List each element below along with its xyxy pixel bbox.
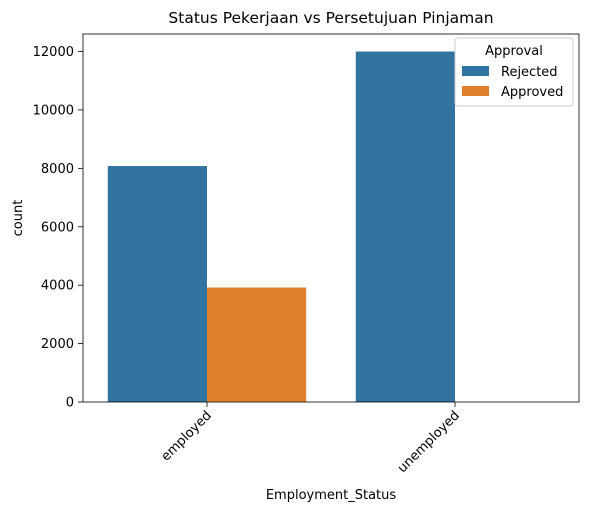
y-tick-label: 2000 <box>41 337 74 352</box>
bar-rejected-employed <box>108 166 207 402</box>
legend-swatch-rejected <box>462 66 489 76</box>
y-axis-label: count <box>11 200 26 237</box>
y-tick-label: 6000 <box>41 220 74 235</box>
y-tick-label: 8000 <box>41 162 74 177</box>
bars-group <box>108 52 455 402</box>
x-axis-label: Employment_Status <box>266 488 397 503</box>
y-axis: 0 2000 4000 6000 8000 10000 12000 <box>33 45 83 410</box>
y-tick-label: 0 <box>66 396 74 411</box>
x-tick-label-unemployed: unemployed <box>395 408 463 476</box>
y-tick-label: 10000 <box>33 103 74 118</box>
y-tick-label: 4000 <box>41 279 74 294</box>
legend-title: Approval <box>485 44 543 59</box>
x-tick-label-employed: employed <box>159 408 215 464</box>
legend-label-rejected: Rejected <box>501 65 558 80</box>
bar-approved-employed <box>207 288 306 402</box>
bar-rejected-unemployed <box>356 52 455 402</box>
legend: Approval Rejected Approved <box>455 38 573 106</box>
chart-title: Status Pekerjaan vs Persetujuan Pinjaman <box>168 9 493 27</box>
x-axis: employed unemployed <box>159 402 463 476</box>
y-tick-label: 12000 <box>33 45 74 60</box>
legend-swatch-approved <box>462 86 489 96</box>
legend-label-approved: Approved <box>501 85 563 100</box>
